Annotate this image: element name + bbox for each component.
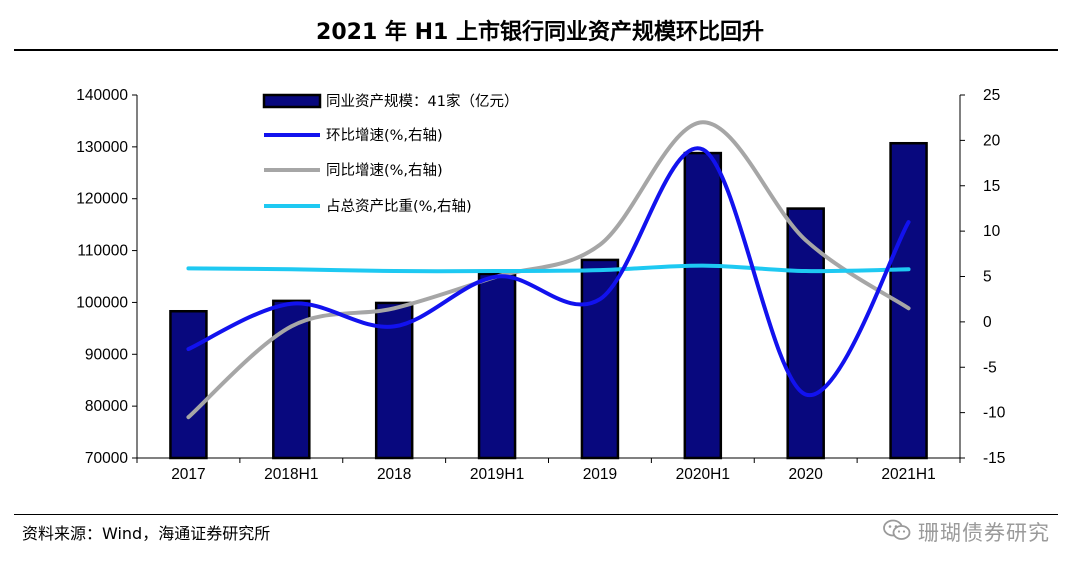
wechat-icon — [882, 518, 912, 547]
x-tick-label: 2018H1 — [264, 466, 318, 483]
left-tick-label: 70000 — [85, 450, 128, 467]
bar-2019H1 — [477, 272, 517, 460]
x-tick-label: 2019 — [583, 466, 617, 483]
bar-2017 — [169, 309, 208, 460]
legend-label: 占总资产比重(%,右轴) — [326, 198, 472, 215]
bars-layer — [169, 141, 928, 460]
chart-title: 2021 年 H1 上市银行同业资产规模环比回升 — [316, 20, 764, 45]
x-tick-label: 2020 — [788, 466, 823, 483]
lines-layer — [186, 120, 911, 420]
legend-label: 同业资产规模：41家（亿元） — [326, 93, 518, 110]
left-tick-label: 110000 — [77, 243, 128, 260]
legend-label: 同比增速(%,右轴) — [326, 162, 443, 179]
legend: 同业资产规模：41家（亿元） 环比增速(%,右轴) 同比增速(%,右轴) 占总资产比重… — [262, 93, 518, 215]
bar-2019 — [580, 258, 620, 460]
x-tick-label: 2018 — [377, 466, 411, 483]
source-note: 资料来源：Wind，海通证券研究所 — [22, 524, 271, 543]
asset-share-line — [186, 263, 911, 274]
right-tick-label: 25 — [983, 87, 1000, 104]
right-tick-label: 15 — [983, 178, 1000, 195]
right-tick-label: 0 — [983, 314, 992, 331]
qoq-growth-line — [186, 146, 911, 397]
right-tick-label: 20 — [983, 132, 1001, 149]
chart: 70000 80000 90000 100000 110000 120000 130000 1… — [76, 87, 1006, 483]
bar-2020 — [786, 207, 825, 460]
left-tick-label: 130000 — [76, 139, 128, 156]
watermark-text: 珊瑚债券研究 — [918, 521, 1050, 545]
title-divider — [14, 49, 1058, 51]
yoy-growth-line — [186, 120, 911, 420]
bar-2020H1 — [683, 151, 723, 460]
left-tick-label: 140000 — [76, 87, 128, 104]
right-tick-label: -10 — [983, 405, 1006, 422]
left-tick-label: 80000 — [85, 398, 128, 415]
x-tick-label: 2021H1 — [881, 466, 935, 483]
legend-bar-swatch — [262, 93, 322, 109]
left-tick-label: 90000 — [85, 346, 128, 363]
right-tick-label: -5 — [983, 359, 997, 376]
footer-divider — [14, 514, 1058, 515]
right-tick-label: 10 — [983, 223, 1001, 240]
axes-layer: 70000 80000 90000 100000 110000 120000 130000 1… — [76, 87, 1006, 483]
bar-2018 — [374, 301, 414, 460]
left-tick-label: 100000 — [76, 294, 128, 311]
watermark: 珊瑚债券研究 — [882, 517, 1050, 547]
left-tick-label: 120000 — [76, 191, 128, 208]
x-tick-label: 2019H1 — [470, 466, 524, 483]
legend-label: 环比增速(%,右轴) — [326, 127, 443, 144]
right-tick-label: 5 — [983, 269, 992, 286]
right-tick-label: -15 — [983, 450, 1005, 467]
x-tick-label: 2017 — [171, 466, 205, 483]
x-tick-label: 2020H1 — [676, 466, 730, 483]
